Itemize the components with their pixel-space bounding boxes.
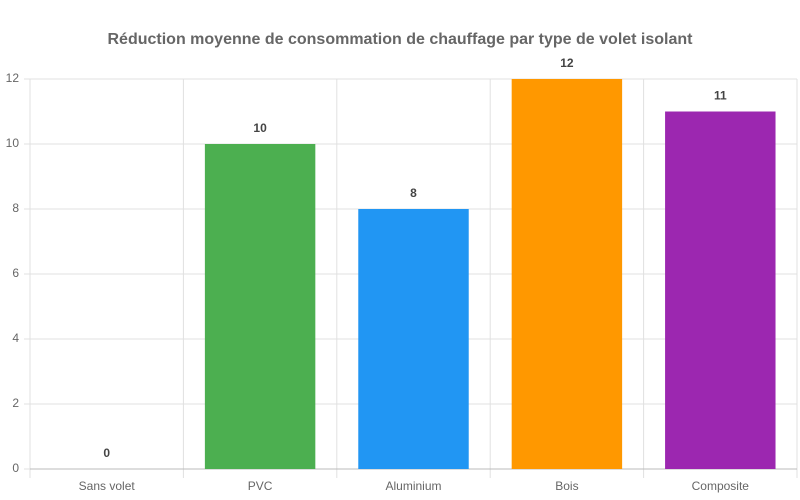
y-tick-label: 4 xyxy=(12,331,19,345)
x-tick-label: Bois xyxy=(555,479,578,493)
value-label: 11 xyxy=(714,89,727,103)
bar xyxy=(358,209,469,469)
y-tick-label: 10 xyxy=(6,136,20,150)
y-tick-label: 8 xyxy=(12,201,19,215)
bar xyxy=(511,79,623,469)
y-tick-label: 0 xyxy=(12,461,19,475)
value-label: 0 xyxy=(103,446,110,460)
chart-title: Réduction moyenne de consommation de cha… xyxy=(108,31,694,48)
x-tick-label: Aluminium xyxy=(385,479,441,493)
value-label: 8 xyxy=(410,186,417,200)
x-tick-label: PVC xyxy=(248,479,273,493)
x-tick-label: Composite xyxy=(692,479,750,493)
y-tick-label: 12 xyxy=(6,71,20,85)
y-tick-label: 6 xyxy=(12,266,19,280)
bar xyxy=(665,111,776,469)
y-tick-label: 2 xyxy=(12,396,19,410)
x-tick-label: Sans volet xyxy=(79,479,136,493)
value-label: 10 xyxy=(253,121,267,135)
bar xyxy=(204,144,316,469)
value-label: 12 xyxy=(560,56,574,70)
